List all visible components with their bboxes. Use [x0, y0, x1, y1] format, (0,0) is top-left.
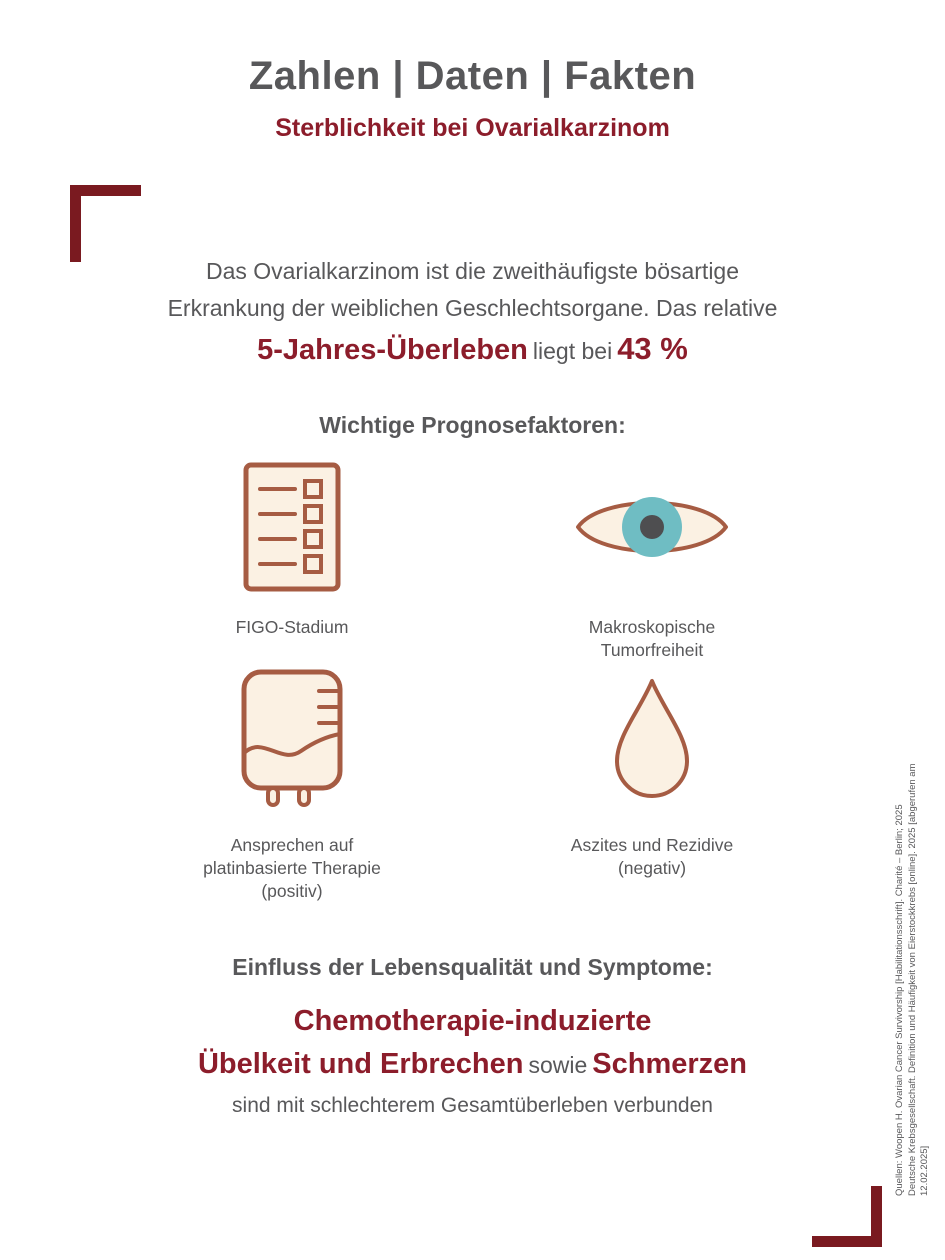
droplet-icon	[487, 664, 817, 814]
checklist-icon	[127, 458, 457, 596]
intro-line-3: 5-Jahres-Überleben liegt bei 43 %	[0, 327, 945, 373]
prognosis-item-tumorfreiheit: Makroskopische Tumorfreiheit	[487, 458, 817, 662]
survival-rate-connector: liegt bei	[532, 338, 613, 364]
infusion-bag-icon	[127, 664, 457, 814]
prognosis-section-heading: Wichtige Prognosefaktoren:	[319, 412, 626, 438]
symptoms-statement: Chemotherapie-induzierte Übelkeit und Er…	[0, 1002, 945, 1120]
corner-bracket-bottom-right	[812, 1186, 882, 1247]
intro-text: Das Ovarialkarzinom ist die zweithäufigs…	[0, 253, 945, 373]
intro-line-1: Das Ovarialkarzinom ist die zweithäufigs…	[205, 258, 740, 284]
page-subtitle: Sterblichkeit bei Ovarialkarzinom	[275, 114, 670, 142]
survival-rate-label: 5-Jahres-Überleben	[257, 334, 528, 366]
prognosis-item-label-therapie: Ansprechen auf platinbasierte Therapie (…	[203, 835, 381, 901]
prognosis-item-label-figo: FIGO-Stadium	[235, 617, 349, 637]
symptoms-connector: sowie	[528, 1052, 588, 1078]
prognosis-item-figo: FIGO-Stadium	[127, 458, 457, 639]
prognosis-item-therapie: Ansprechen auf platinbasierte Therapie (…	[127, 664, 457, 903]
prognosis-item-aszites: Aszites und Rezidive (negativ)	[487, 664, 817, 880]
symptoms-emphasis-3: Schmerzen	[592, 1048, 748, 1080]
symptoms-emphasis-1: Chemotherapie-induzierte	[293, 1005, 652, 1037]
symptoms-emphasis-2: Übelkeit und Erbrechen	[197, 1048, 524, 1080]
symptoms-section-heading: Einfluss der Lebensqualität und Symptome…	[232, 954, 713, 980]
eye-icon	[487, 458, 817, 596]
corner-bracket-top-left	[70, 185, 141, 262]
intro-line-2: Erkrankung der weiblichen Geschlechtsorg…	[167, 295, 778, 321]
survival-rate-value: 43 %	[617, 331, 688, 366]
sources-citation: Quellen: Woopen H. Ovarian Cancer Surviv…	[894, 763, 930, 1197]
page-title: Zahlen | Daten | Fakten	[248, 54, 697, 98]
prognosis-item-label-tumorfreiheit: Makroskopische Tumorfreiheit	[588, 617, 716, 660]
symptoms-emphasis-line-1: Chemotherapie-induzierte	[0, 1002, 945, 1045]
prognosis-item-label-aszites: Aszites und Rezidive (negativ)	[570, 835, 734, 878]
symptoms-footer-text: sind mit schlechterem Gesamtüberleben ve…	[232, 1094, 713, 1117]
symptoms-emphasis-line-2: Übelkeit und Erbrechen sowie Schmerzen	[0, 1045, 945, 1088]
